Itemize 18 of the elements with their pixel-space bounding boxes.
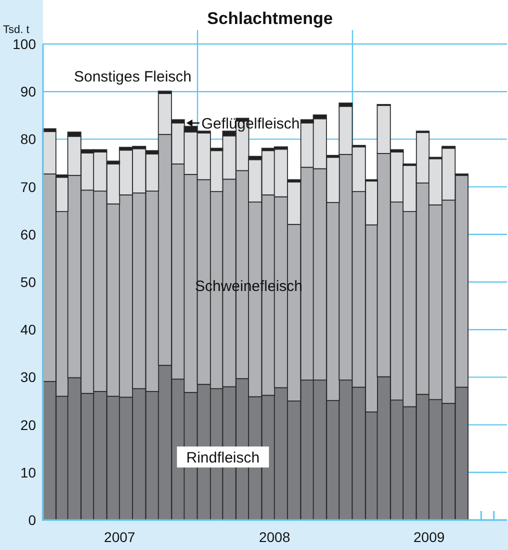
y-tick-label: 90 [20,84,36,100]
y-axis-title: Tsd. t [3,24,30,36]
y-tick-label: 10 [20,464,36,480]
series-label: Rindfleisch [186,450,260,466]
y-tick-label: 70 [20,178,36,195]
y-tick-label: 0 [28,512,36,528]
x-tick-label: 2007 [104,529,136,545]
x-tick-label: 2009 [414,529,445,545]
y-tick-label: 60 [20,226,36,242]
series-label: Sonstiges Fleisch [74,68,192,86]
y-tick-label: 30 [20,369,36,386]
y-tick-label: 50 [20,274,36,290]
chart-title: Schlachtmenge [207,9,333,28]
y-tick-label: 40 [20,322,36,338]
y-tick-label: 80 [20,131,36,148]
y-tick-label: 20 [20,416,36,433]
y-tick-label: 100 [12,36,36,52]
x-tick-label: 2008 [259,529,290,545]
